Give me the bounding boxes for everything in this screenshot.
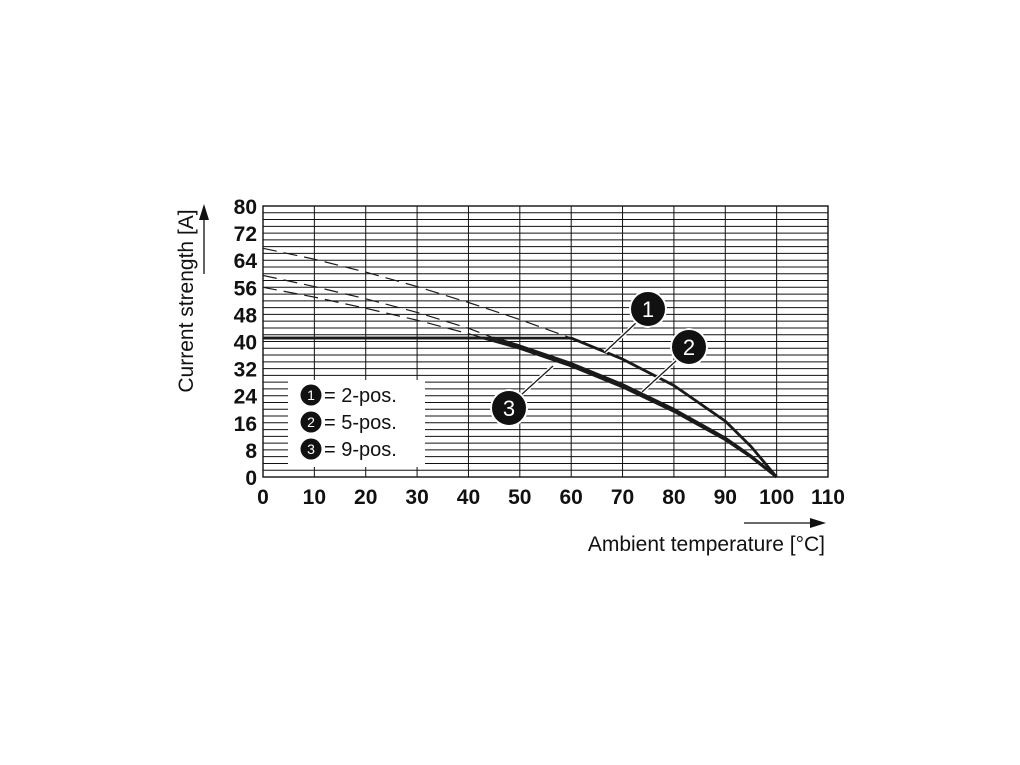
x-tick-label: 80 <box>662 486 685 509</box>
callout-badge-number: 1 <box>642 297 654 322</box>
y-tick-label: 8 <box>245 440 257 463</box>
legend-marker-number: 2 <box>307 414 315 430</box>
y-tick-label: 0 <box>245 467 257 490</box>
y-tick-label: 40 <box>234 332 257 355</box>
legend: 1 = 2-pos. 2 = 5-pos. 3 = 9-pos. <box>288 380 425 467</box>
x-tick-label: 40 <box>457 486 480 509</box>
legend-marker <box>300 384 322 406</box>
legend-label: = 5-pos. <box>324 412 397 434</box>
y-tick-label: 80 <box>234 196 257 219</box>
x-tick-label: 60 <box>560 486 583 509</box>
y-tick-label: 64 <box>234 250 258 273</box>
curve-badges: 1 2 3 <box>490 290 708 427</box>
y-tick-label: 32 <box>234 359 257 382</box>
callout-badge <box>629 290 667 328</box>
y-axis-title: Current strength [A] <box>175 209 198 392</box>
curves <box>262 247 778 479</box>
y-tick-label: 48 <box>234 304 258 327</box>
legend-label: = 2-pos. <box>324 385 397 407</box>
series-3-line <box>263 336 778 479</box>
legend-marker-number: 1 <box>307 387 315 403</box>
series-2-dashed <box>262 274 495 339</box>
callout-badge <box>670 328 708 366</box>
series-1-dashed <box>262 247 572 339</box>
x-axis-arrow <box>744 518 826 528</box>
x-axis-title: Ambient temperature [°C] <box>588 533 825 556</box>
y-tick-labels: 0 8 16 24 32 40 48 56 64 72 80 <box>234 196 258 490</box>
legend-marker <box>300 411 322 433</box>
x-tick-label: 20 <box>354 486 377 509</box>
y-axis-arrow <box>199 204 209 274</box>
legend-marker-number: 3 <box>307 441 315 457</box>
plot-frame <box>262 205 829 478</box>
x-tick-label: 10 <box>303 486 326 509</box>
legend-label: = 9-pos. <box>324 439 397 461</box>
callout-leader <box>604 321 638 353</box>
callout-badge-number: 2 <box>683 335 695 360</box>
x-tick-label: 30 <box>405 486 428 509</box>
callout-leader <box>520 365 554 396</box>
x-tick-label: 50 <box>508 486 531 509</box>
callout-badge <box>490 389 528 427</box>
x-tick-label: 70 <box>611 486 634 509</box>
x-tick-label: 90 <box>714 486 737 509</box>
legend-marker <box>300 438 322 460</box>
y-tick-label: 16 <box>234 413 257 436</box>
series-1-line <box>263 336 778 478</box>
x-tick-label: 0 <box>257 486 269 509</box>
x-tick-label: 110 <box>811 486 845 509</box>
callout-badge-number: 3 <box>503 396 515 421</box>
x-tick-labels: 0 10 20 30 40 50 60 70 80 90 100 110 <box>257 486 845 509</box>
series-3-dashed <box>262 286 485 339</box>
y-tick-label: 24 <box>234 386 258 409</box>
y-tick-label: 72 <box>234 223 257 246</box>
x-tick-label: 100 <box>759 486 794 509</box>
callout-leader <box>641 359 678 393</box>
y-tick-label: 56 <box>234 277 257 300</box>
